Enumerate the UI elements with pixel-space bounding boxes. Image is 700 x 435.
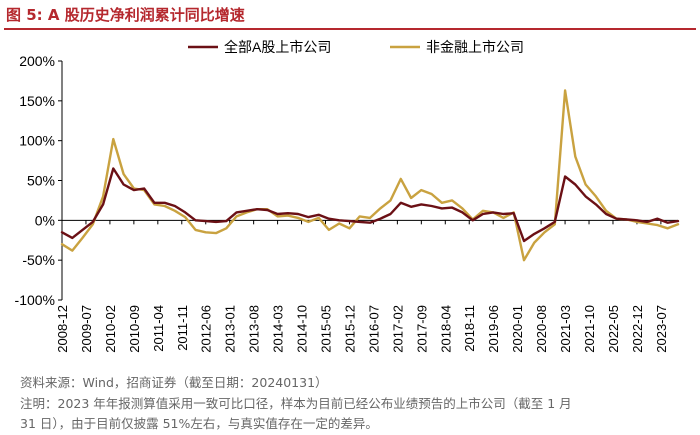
source-note: 资料来源：Wind，招商证券（截至日期：20240131）: [20, 375, 328, 390]
y-axis: -100% -50% 0% 50% 100% 150% 200%: [15, 53, 63, 308]
x-tick-label: 2010-02: [103, 305, 118, 353]
y-tick-label: 100%: [19, 133, 55, 149]
x-tick-label: 2015-05: [319, 305, 334, 353]
x-tick-label: 2017-09: [414, 305, 429, 353]
chart-area: 全部A股上市公司 非金融上市公司 -100% -50% 0% 50% 100% 150% 20…: [15, 39, 680, 353]
x-tick-label: 2021-10: [582, 305, 597, 353]
y-tick-label: 150%: [19, 93, 55, 109]
x-tick-label: 2009-07: [79, 305, 94, 353]
y-tick-label: 200%: [19, 53, 55, 69]
footnote-line-2: 31 日），由于目前仅披露 51%左右，与真实值存在一定的差异。: [20, 416, 378, 431]
x-tick-label: 2020-08: [534, 305, 549, 353]
y-tick-label: -50%: [22, 252, 55, 268]
y-tick-label: 50%: [27, 173, 55, 189]
figure-title: 图 5: A 股历史净利润累计同比增速: [6, 6, 245, 24]
x-tick-label: 2011-04: [151, 305, 166, 352]
x-tick-label: 2011-11: [175, 305, 190, 351]
title-rule: [4, 28, 696, 30]
footnote-line-1: 注明：2023 年年报测算值采用一致可比口径，样本为目前已经公布业绩预告的上市公…: [20, 396, 572, 411]
x-tick-label: 2020-01: [510, 305, 525, 353]
x-tick-label: 2017-02: [390, 305, 405, 353]
x-tick-label: 2018-11: [462, 305, 477, 352]
series-line-1: [60, 89, 680, 262]
x-tick-label: 2013-08: [247, 305, 262, 353]
x-tick-label: 2021-03: [558, 305, 573, 353]
x-axis: 2008-12 2009-07 2010-02 2010-09 2011-04 2011-…: [55, 219, 678, 353]
chart-legend: 全部A股上市公司 非金融上市公司: [188, 39, 524, 55]
x-tick-label: 2019-06: [486, 305, 501, 353]
x-tick-label: 2023-07: [654, 305, 669, 353]
series-line-0: [60, 167, 680, 243]
x-tick-label: 2008-12: [55, 305, 70, 353]
plot-lines: [60, 89, 680, 262]
x-tick-label: 2022-12: [630, 305, 645, 353]
x-tick-label: 2014-03: [271, 305, 286, 353]
x-tick-label: 2015-12: [342, 305, 357, 353]
x-tick-label: 2013-01: [223, 305, 238, 353]
x-tick-label: 2012-06: [199, 305, 214, 353]
x-tick-label: 2016-07: [366, 305, 381, 353]
y-tick-label: 0%: [35, 212, 55, 228]
legend-label-0: 全部A股上市公司: [224, 39, 331, 55]
x-tick-label: 2022-05: [606, 305, 621, 353]
legend-label-1: 非金融上市公司: [426, 39, 524, 55]
x-tick-label: 2014-10: [295, 305, 310, 353]
y-tick-label: -100%: [15, 292, 55, 308]
x-tick-label: 2018-04: [438, 305, 453, 353]
x-tick-label: 2010-09: [127, 305, 142, 353]
